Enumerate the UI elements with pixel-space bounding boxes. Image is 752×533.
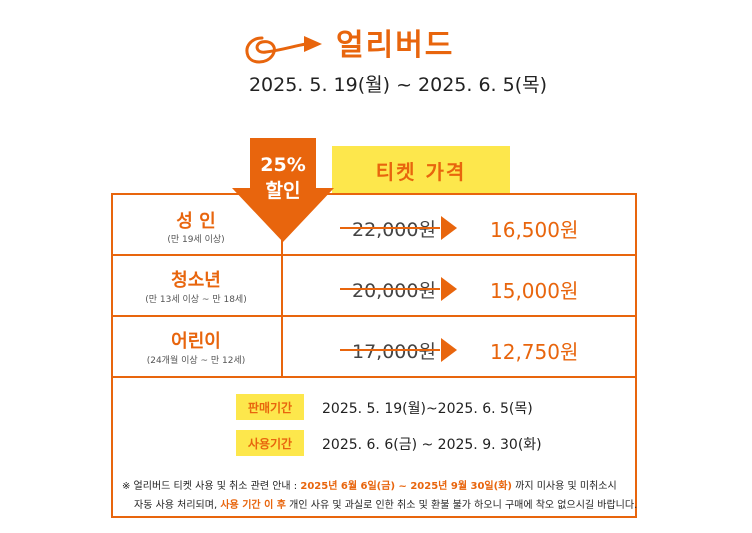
notice-line-2-highlight: 사용 기간 이 후 (220, 500, 286, 511)
notice-line-1-highlight: 2025년 6월 6일(금) ~ 2025년 9월 30일(화) (300, 481, 512, 492)
youth-original-price: 20,000원 (352, 280, 436, 302)
ticket-price-header: 티켓 가격 (332, 146, 510, 194)
child-original-price: 17,000원 (352, 341, 436, 363)
discount-label: 할인 (265, 180, 301, 202)
notice-line-2-prefix: 자동 사용 처리되며, (134, 500, 221, 511)
youth-discount-price: 15,000원 (490, 279, 579, 303)
swirl-arrow-icon (245, 36, 322, 64)
usage-period-value: 2025. 6. 6(금) ~ 2025. 9. 30(화) (322, 437, 542, 453)
category-adult-condition: (만 19세 이상) (167, 235, 225, 245)
sales-period-value: 2025. 5. 19(월)~2025. 6. 5(목) (322, 401, 533, 417)
category-youth-title: 청소년 (171, 270, 221, 291)
sales-period-label-text: 판매기간 (247, 400, 293, 415)
adult-discount-price: 16,500원 (490, 218, 579, 242)
discount-arrow-icon (232, 138, 334, 242)
event-date-range: 2025. 5. 19(월) ~ 2025. 6. 5(목) (248, 74, 548, 96)
adult-original-price: 22,000원 (352, 219, 436, 241)
page-title: 얼리버드 (336, 28, 455, 63)
notice-line-1-prefix: ※ 얼리버드 티켓 사용 및 취소 관련 안내 : (122, 481, 301, 492)
category-child-title: 어린이 (171, 331, 221, 352)
child-discount-price: 12,750원 (490, 340, 579, 364)
arrow-right-icon (441, 277, 457, 301)
discount-badge: 25% 할인 (232, 152, 334, 204)
strikethrough-line (340, 349, 440, 351)
strikethrough-line (340, 288, 440, 290)
notice-line-2-suffix: 개인 사유 및 과실로 인한 취소 및 환불 불가 하오니 구매에 착오 없으시… (285, 500, 638, 511)
sales-period-label: 판매기간 (236, 394, 304, 420)
row-divider (111, 254, 637, 256)
discount-percent: 25% (260, 154, 306, 176)
arrow-right-icon (441, 338, 457, 362)
column-divider (281, 193, 283, 378)
category-child-condition: (24개월 이상 ~ 만 12세) (146, 356, 246, 366)
price-table (111, 193, 637, 518)
row-divider (111, 315, 637, 317)
category-adult-title: 성 인 (176, 211, 216, 232)
strikethrough-line (340, 227, 440, 229)
usage-period-label-text: 사용기간 (247, 436, 293, 451)
row-divider (111, 376, 637, 378)
notice-line-1-suffix: 까지 미사용 및 미취소시 (511, 481, 617, 492)
notice-line-1: ※ 얼리버드 티켓 사용 및 취소 관련 안내 : 2025년 6월 6일(금)… (122, 477, 617, 492)
ticket-price-header-label: 티켓 가격 (375, 159, 467, 184)
usage-period-label: 사용기간 (236, 430, 304, 456)
arrow-right-icon (441, 216, 457, 240)
category-youth-condition: (만 13세 이상 ~ 만 18세) (145, 295, 247, 305)
notice-line-2: 자동 사용 처리되며, 사용 기간 이 후 개인 사유 및 과실로 인한 취소 … (134, 496, 637, 511)
